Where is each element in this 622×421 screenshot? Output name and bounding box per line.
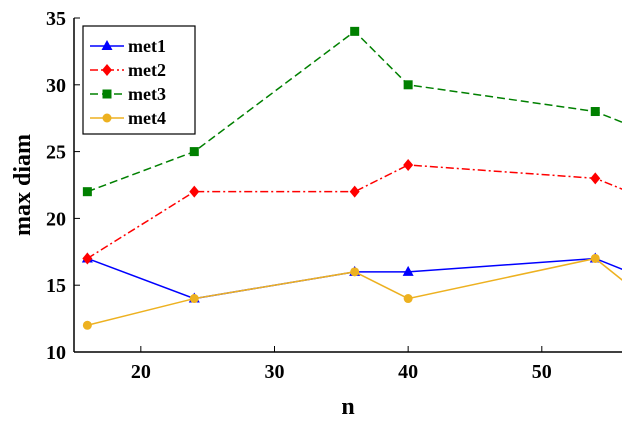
legend-label: met2 [128, 60, 166, 80]
x-tick-label: 30 [264, 361, 284, 383]
data-point-met4-3 [403, 294, 413, 304]
legend-label: met3 [128, 84, 166, 104]
series-met2 [82, 158, 622, 265]
data-point-met3-0 [82, 187, 92, 197]
data-point-met3-1 [189, 147, 199, 157]
data-point-met1-3 [402, 265, 414, 276]
y-tick-label: 30 [46, 75, 66, 97]
legend-item-met2: met2 [90, 60, 166, 80]
y-tick-label: 10 [46, 342, 66, 364]
series-line-met4 [87, 257, 622, 327]
x-axis-title: n [341, 394, 354, 420]
series-met3 [82, 26, 622, 197]
y-tick-label: 35 [46, 8, 66, 30]
data-point-met2-4 [590, 172, 601, 185]
data-point-met4-4 [590, 253, 600, 263]
data-point-met2-0 [82, 252, 93, 265]
data-point-met4-0 [82, 320, 92, 330]
data-point-met3-2 [350, 26, 360, 36]
legend-item-met4: met4 [90, 108, 166, 128]
series-line-met2 [86, 164, 622, 260]
y-tick-label: 25 [46, 142, 66, 164]
data-point-met4-2 [350, 267, 360, 277]
series-layer [81, 26, 622, 330]
legend-label: met4 [128, 108, 166, 128]
y-axis-title: max diam [10, 134, 36, 236]
legend-item-met3: met3 [90, 84, 166, 104]
y-tick-label: 20 [46, 208, 66, 230]
data-point-met3-3 [403, 80, 413, 90]
legend-item-met1: met1 [90, 36, 166, 56]
data-point-met4-1 [189, 294, 199, 304]
data-point-met3-4 [590, 107, 600, 117]
legend-marker-met2 [102, 64, 112, 76]
x-tick-label: 20 [131, 361, 151, 383]
series-met4 [82, 253, 622, 330]
data-point-met2-2 [349, 185, 360, 198]
y-tick-label: 15 [46, 275, 66, 297]
series-line-met3 [87, 30, 622, 193]
data-point-met2-3 [403, 158, 414, 171]
legend-marker-met4 [102, 113, 112, 123]
x-tick-label: 40 [398, 361, 418, 383]
legend-box [82, 25, 196, 135]
legend: met1 met2 met3 met4 [82, 25, 196, 135]
series-line-met1 [87, 257, 622, 300]
legend-marker-met1 [101, 40, 113, 50]
data-point-met2-1 [189, 185, 200, 198]
axes: 20 30 40 50 10 15 20 25 30 35 [46, 8, 622, 383]
legend-marker-met3 [102, 89, 112, 99]
legend-label: met1 [128, 36, 166, 56]
x-tick-label: 50 [532, 361, 552, 383]
